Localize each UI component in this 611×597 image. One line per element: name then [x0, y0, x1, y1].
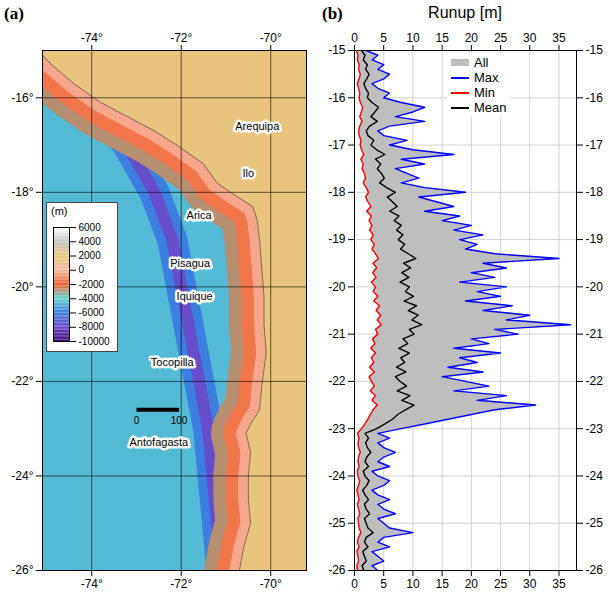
html-text:Mean: Mean: [474, 100, 507, 115]
svg-text:Tocopilla: Tocopilla: [151, 356, 195, 368]
svg-text:Pisagua: Pisagua: [170, 257, 211, 269]
svg-text:-15: -15: [586, 43, 604, 57]
svg-text:Pisagua: Pisagua: [170, 257, 211, 269]
svg-text:-18: -18: [586, 185, 604, 199]
svg-text:-21: -21: [328, 327, 346, 341]
svg-text:Ilo: Ilo: [243, 167, 255, 179]
svg-text:Arequipa: Arequipa: [235, 120, 280, 132]
svg-text:-25: -25: [328, 516, 346, 530]
svg-text:-4000: -4000: [79, 293, 105, 304]
svg-text:100: 100: [171, 415, 188, 426]
svg-text:0: 0: [134, 415, 140, 426]
svg-text:30: 30: [523, 577, 537, 591]
svg-text:Iquique: Iquique: [177, 290, 213, 302]
svg-text:-20: -20: [328, 280, 346, 294]
svg-text:2000: 2000: [79, 250, 102, 261]
svg-text:-22°: -22°: [11, 374, 33, 388]
svg-text:-74°: -74°: [81, 577, 103, 591]
svg-text:-23: -23: [328, 422, 346, 436]
html-text:Max: Max: [474, 70, 499, 85]
html-text:(a): (a): [4, 4, 24, 23]
svg-text:-74°: -74°: [81, 31, 103, 45]
svg-text:-8000: -8000: [79, 321, 105, 332]
svg-text:0: 0: [351, 31, 358, 45]
svg-text:-18°: -18°: [11, 185, 33, 199]
svg-text:-22: -22: [586, 374, 604, 388]
svg-text:-15: -15: [328, 43, 346, 57]
svg-text:35: 35: [552, 577, 566, 591]
svg-text:-70°: -70°: [260, 577, 282, 591]
svg-text:15: 15: [435, 577, 449, 591]
svg-text:-24: -24: [328, 469, 346, 483]
svg-text:-26: -26: [586, 563, 604, 577]
svg-text:-20: -20: [586, 280, 604, 294]
svg-text:-24: -24: [586, 469, 604, 483]
svg-text:-24°: -24°: [11, 469, 33, 483]
html-text:Runup [m]: Runup [m]: [428, 4, 502, 21]
svg-text:15: 15: [435, 31, 449, 45]
html-text:(b): (b): [322, 4, 343, 23]
svg-text:-17: -17: [328, 138, 346, 152]
svg-text:Antofagasta: Antofagasta: [129, 436, 189, 448]
svg-text:Arica: Arica: [187, 209, 213, 221]
svg-text:5: 5: [380, 577, 387, 591]
svg-text:25: 25: [494, 31, 508, 45]
svg-text:-16: -16: [328, 91, 346, 105]
svg-text:-72°: -72°: [170, 577, 192, 591]
svg-text:-23: -23: [586, 422, 604, 436]
svg-text:0: 0: [79, 264, 85, 275]
svg-text:-22: -22: [328, 374, 346, 388]
svg-text:35: 35: [552, 31, 566, 45]
svg-text:20: 20: [465, 577, 479, 591]
svg-text:-26: -26: [328, 563, 346, 577]
svg-text:25: 25: [494, 577, 508, 591]
svg-text:-19: -19: [328, 232, 346, 246]
svg-text:4000: 4000: [79, 236, 102, 247]
svg-text:10: 10: [406, 577, 420, 591]
svg-text:-16: -16: [586, 91, 604, 105]
svg-text:-21: -21: [586, 327, 604, 341]
svg-text:5: 5: [380, 31, 387, 45]
svg-text:10: 10: [406, 31, 420, 45]
svg-text:-2000: -2000: [79, 279, 105, 290]
svg-text:-6000: -6000: [79, 307, 105, 318]
svg-text:6000: 6000: [79, 222, 102, 233]
svg-text:-72°: -72°: [170, 31, 192, 45]
svg-text:-17: -17: [586, 138, 604, 152]
svg-text:-20°: -20°: [11, 280, 33, 294]
svg-text:-70°: -70°: [260, 31, 282, 45]
svg-text:-10000: -10000: [79, 336, 111, 347]
svg-text:-19: -19: [586, 232, 604, 246]
svg-text:20: 20: [465, 31, 479, 45]
svg-text:30: 30: [523, 31, 537, 45]
svg-text:Tocopilla: Tocopilla: [151, 356, 195, 368]
svg-text:Arequipa: Arequipa: [235, 120, 280, 132]
svg-text:-26°: -26°: [11, 563, 33, 577]
svg-text:Ilo: Ilo: [243, 167, 255, 179]
svg-text:Iquique: Iquique: [177, 290, 213, 302]
html-text:All: All: [474, 55, 489, 70]
svg-text:-25: -25: [586, 516, 604, 530]
html-text:Min: Min: [474, 85, 495, 100]
svg-text:Antofagasta: Antofagasta: [129, 436, 189, 448]
html-text:(m): (m): [51, 205, 68, 217]
svg-text:-18: -18: [328, 185, 346, 199]
svg-text:-16°: -16°: [11, 91, 33, 105]
svg-text:Arica: Arica: [187, 209, 213, 221]
svg-text:0: 0: [351, 577, 358, 591]
